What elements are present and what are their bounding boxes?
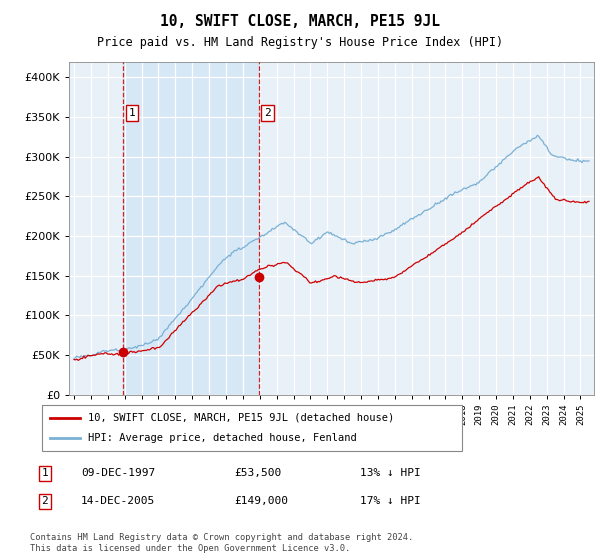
Text: 2: 2 bbox=[264, 108, 271, 118]
Text: 1: 1 bbox=[128, 108, 135, 118]
Text: 10, SWIFT CLOSE, MARCH, PE15 9JL (detached house): 10, SWIFT CLOSE, MARCH, PE15 9JL (detach… bbox=[88, 413, 394, 423]
Bar bbox=[124, 62, 259, 395]
FancyBboxPatch shape bbox=[42, 405, 462, 451]
Text: 10, SWIFT CLOSE, MARCH, PE15 9JL: 10, SWIFT CLOSE, MARCH, PE15 9JL bbox=[160, 14, 440, 29]
Text: 1: 1 bbox=[41, 468, 49, 478]
Text: 17% ↓ HPI: 17% ↓ HPI bbox=[360, 496, 421, 506]
Text: £149,000: £149,000 bbox=[234, 496, 288, 506]
Text: 09-DEC-1997: 09-DEC-1997 bbox=[81, 468, 155, 478]
Text: Price paid vs. HM Land Registry's House Price Index (HPI): Price paid vs. HM Land Registry's House … bbox=[97, 36, 503, 49]
Text: 13% ↓ HPI: 13% ↓ HPI bbox=[360, 468, 421, 478]
Text: £53,500: £53,500 bbox=[234, 468, 281, 478]
Text: 14-DEC-2005: 14-DEC-2005 bbox=[81, 496, 155, 506]
Text: Contains HM Land Registry data © Crown copyright and database right 2024.
This d: Contains HM Land Registry data © Crown c… bbox=[30, 533, 413, 553]
Text: HPI: Average price, detached house, Fenland: HPI: Average price, detached house, Fenl… bbox=[88, 433, 357, 443]
Text: 2: 2 bbox=[41, 496, 49, 506]
